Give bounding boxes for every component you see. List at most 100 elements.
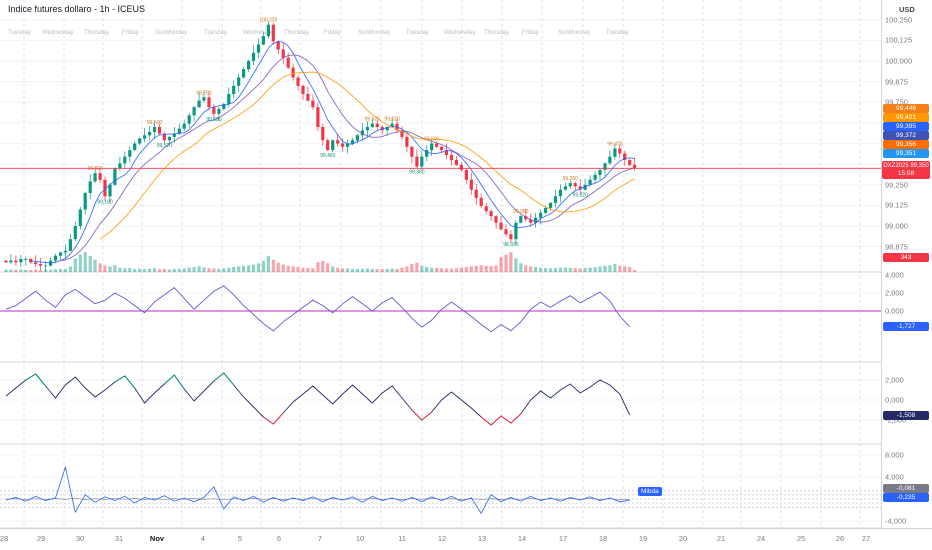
time-axis-label: 25	[796, 534, 806, 543]
price-tick: 99,250	[885, 180, 908, 189]
volatility-pane[interactable]	[0, 444, 881, 528]
ma-value-badge: 99,446	[883, 103, 929, 113]
currency-label: USD	[899, 5, 915, 14]
oscillator-pane-tick: 0,000	[885, 395, 904, 405]
price-axis[interactable]	[881, 0, 932, 528]
svg-text:Wednesday: Wednesday	[444, 30, 476, 36]
volatility-value-badge: -0,235	[883, 492, 929, 502]
svg-text:99,470: 99,470	[607, 142, 623, 148]
svg-text:99,460: 99,460	[320, 153, 336, 159]
price-tick: 100,000	[885, 56, 913, 66]
svg-text:99,360: 99,360	[409, 170, 425, 176]
pane-separator[interactable]	[0, 443, 932, 446]
oscillator-pane[interactable]	[0, 362, 881, 444]
pane-separator[interactable]	[0, 361, 932, 364]
svg-text:Thursday: Thursday	[84, 30, 109, 36]
svg-text:SunMonday: SunMonday	[155, 30, 187, 36]
time-axis-label: 19	[638, 534, 648, 543]
momentum-pane-tick: 2,000	[885, 288, 904, 298]
svg-text:99,220: 99,220	[573, 193, 589, 199]
momentum-pane-value-badge: -1,727	[883, 322, 929, 332]
time-axis-label: 26	[835, 534, 845, 543]
volatility-pane-tick: 4,000	[885, 472, 904, 482]
time-axis-label: 12	[437, 534, 447, 543]
time-axis-label: 27	[861, 534, 871, 543]
svg-text:Thursday: Thursday	[284, 30, 309, 36]
volatility-value-badge: -0,081	[883, 483, 929, 493]
time-axis-label: 28	[0, 534, 9, 543]
svg-text:SunMonday: SunMonday	[558, 30, 590, 36]
svg-text:Tuesday: Tuesday	[8, 30, 31, 36]
svg-text:99,620: 99,620	[365, 117, 381, 123]
svg-text:99,620: 99,620	[384, 117, 400, 123]
momentum-pane[interactable]	[0, 272, 881, 362]
ma-value-badge: 99,372	[883, 130, 929, 140]
svg-text:SunMonday: SunMonday	[358, 30, 390, 36]
momentum-pane-tick: 0,000	[885, 306, 904, 316]
volume-value-badge: 343	[883, 253, 929, 262]
time-axis-label: 30	[75, 534, 85, 543]
price-tick: 99,125	[885, 200, 908, 210]
svg-text:Tuesday: Tuesday	[406, 30, 429, 36]
time-axis-label: 29	[36, 534, 46, 543]
time-axis-label: 20	[678, 534, 688, 543]
symbol-price-badge: DXZ2025 99,350 15:08	[882, 161, 930, 179]
time-axis-label: 18	[598, 534, 608, 543]
time-axis-label: 11	[398, 534, 406, 543]
indicator-tag: Mibda	[638, 486, 662, 496]
chart-legend[interactable]: Indice futures dollaro - 1h - ICEUS	[8, 4, 145, 14]
time-axis-label: 4	[200, 534, 206, 543]
ma-value-badge: 99,351	[883, 148, 929, 158]
time-axis-label: 13	[477, 534, 487, 543]
oscillator-pane-tick: 2,000	[885, 375, 904, 385]
ma-value-badge: 99,395	[883, 121, 929, 131]
volatility-pane-tick: 8,000	[885, 450, 904, 460]
svg-text:99,060: 99,060	[513, 209, 529, 215]
svg-text:Friday: Friday	[324, 30, 341, 36]
svg-text:99,680: 99,680	[206, 117, 222, 123]
time-axis-label: 31	[114, 534, 124, 543]
svg-text:Friday: Friday	[122, 30, 139, 36]
ma-value-badge: 99,401	[883, 112, 929, 122]
ma-value-badge: 99,356	[883, 139, 929, 149]
countdown: 15:08	[897, 170, 915, 177]
time-axis-label: 7	[317, 534, 323, 543]
svg-text:99,500: 99,500	[424, 137, 440, 143]
time-axis-label: 14	[517, 534, 527, 543]
svg-text:100,220: 100,220	[259, 18, 277, 24]
time-axis-label: 6	[276, 534, 282, 543]
svg-text:Wednesday: Wednesday	[243, 30, 275, 36]
oscillator-pane-tick: -2,000	[885, 415, 907, 425]
oscillator-pane-value-badge: -1,508	[883, 410, 929, 420]
time-axis-label: Nov	[149, 534, 165, 543]
svg-text:Tuesday: Tuesday	[204, 30, 227, 36]
svg-text:99,260: 99,260	[563, 176, 579, 182]
svg-text:99,320: 99,320	[87, 166, 103, 172]
svg-text:Tuesday: Tuesday	[606, 30, 629, 36]
price-tick: 99,750	[885, 97, 908, 107]
main-price-pane[interactable]	[0, 0, 881, 272]
svg-text:99,520: 99,520	[157, 143, 173, 149]
svg-text:Friday: Friday	[522, 30, 539, 36]
svg-text:Wednesday: Wednesday	[42, 30, 74, 36]
svg-text:98,920: 98,920	[503, 242, 519, 248]
time-axis-label: 5	[237, 534, 243, 543]
pane-separator[interactable]	[0, 271, 932, 274]
chart-title: Indice futures dollaro - 1h - ICEUS	[8, 4, 146, 14]
svg-text:99,180: 99,180	[97, 199, 113, 205]
svg-text:99,780: 99,780	[196, 90, 212, 96]
price-tick: 99,875	[885, 76, 908, 86]
volatility-pane-tick: -4,000	[885, 516, 907, 526]
momentum-pane-tick: 4,000	[885, 270, 904, 280]
price-tick: 100,125	[885, 35, 913, 45]
time-axis-label: 24	[756, 534, 766, 543]
price-tick: 99,000	[885, 221, 908, 231]
time-axis[interactable]	[0, 528, 932, 550]
price-tick: 100,250	[885, 15, 913, 24]
time-axis-label: 10	[355, 534, 365, 543]
time-axis-label: 21	[716, 534, 726, 543]
price-tick: 98,875	[885, 241, 908, 251]
symbol-name-price: DXZ2025 99,350	[883, 163, 929, 169]
time-axis-label: 17	[558, 534, 568, 543]
